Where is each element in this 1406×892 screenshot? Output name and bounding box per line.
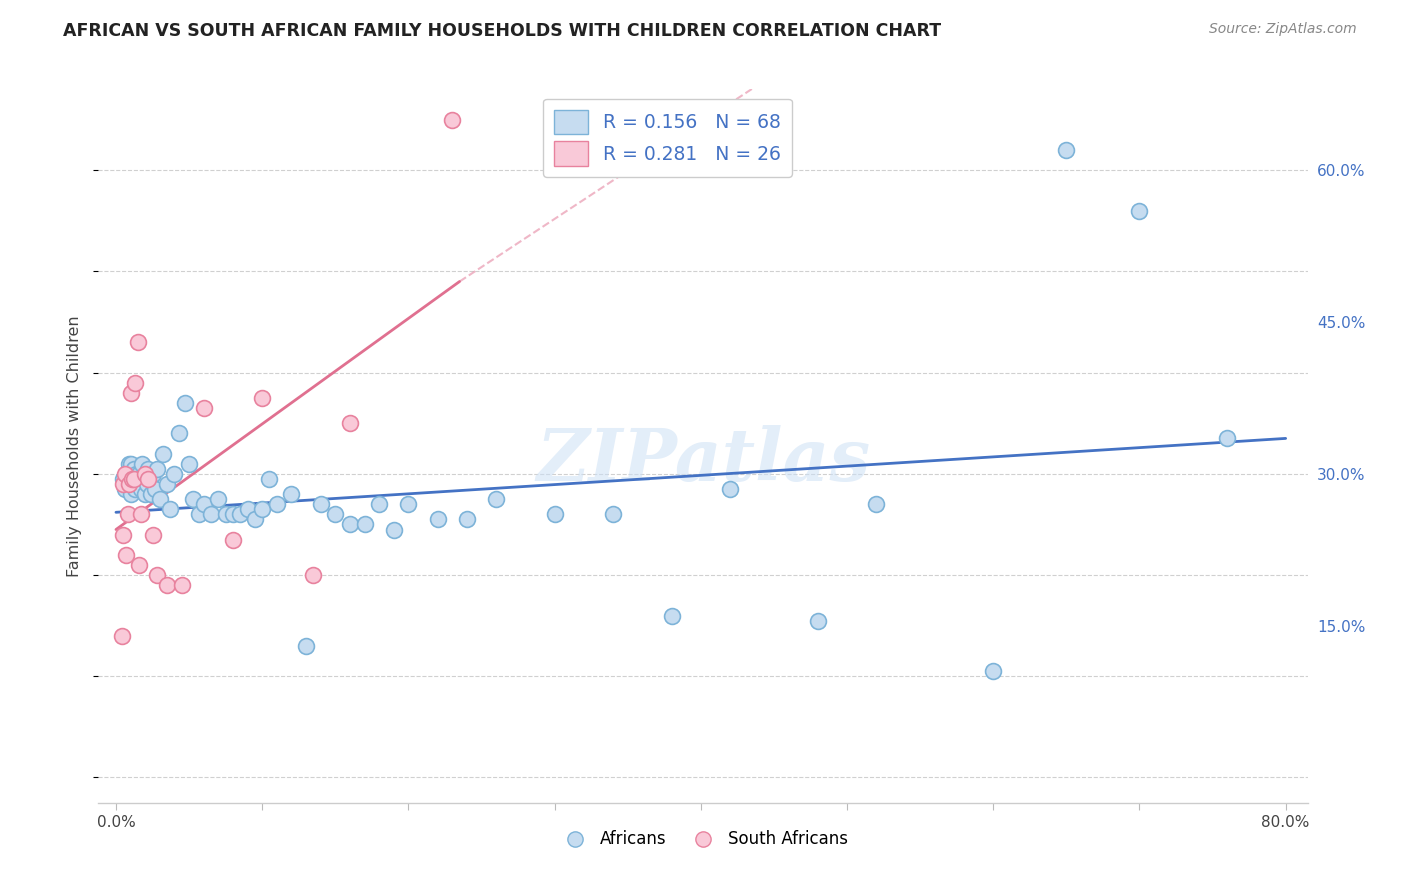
Point <box>129 482 152 496</box>
Point <box>353 517 375 532</box>
Point <box>865 497 887 511</box>
Text: Source: ZipAtlas.com: Source: ZipAtlas.com <box>1209 22 1357 37</box>
Point <box>485 492 508 507</box>
Point <box>981 664 1004 678</box>
Point <box>122 462 145 476</box>
Point <box>188 508 211 522</box>
Point <box>382 523 405 537</box>
Point <box>149 492 172 507</box>
Point <box>807 614 830 628</box>
Point <box>112 477 135 491</box>
Point <box>138 472 160 486</box>
Point <box>115 467 138 481</box>
Point <box>117 508 139 522</box>
Point <box>152 447 174 461</box>
Point <box>111 629 134 643</box>
Point <box>120 487 142 501</box>
Point <box>134 487 156 501</box>
Point <box>229 508 252 522</box>
Point <box>131 457 153 471</box>
Point <box>661 608 683 623</box>
Point <box>159 502 181 516</box>
Point <box>177 457 200 471</box>
Point <box>124 482 146 496</box>
Point <box>129 508 152 522</box>
Text: AFRICAN VS SOUTH AFRICAN FAMILY HOUSEHOLDS WITH CHILDREN CORRELATION CHART: AFRICAN VS SOUTH AFRICAN FAMILY HOUSEHOL… <box>63 22 942 40</box>
Point <box>136 472 159 486</box>
Point <box>128 467 150 481</box>
Point <box>1128 203 1150 218</box>
Point <box>339 416 361 430</box>
Point <box>122 472 145 486</box>
Point <box>1216 431 1239 445</box>
Point <box>718 482 741 496</box>
Point <box>222 533 245 547</box>
Point <box>146 568 169 582</box>
Legend: Africans, South Africans: Africans, South Africans <box>551 824 855 855</box>
Point <box>127 472 149 486</box>
Point <box>426 512 449 526</box>
Point <box>266 497 288 511</box>
Point <box>114 467 136 481</box>
Point <box>183 492 205 507</box>
Point <box>128 558 150 572</box>
Point <box>302 568 325 582</box>
Point <box>118 477 141 491</box>
Point <box>243 512 266 526</box>
Point <box>207 492 229 507</box>
Point <box>295 639 318 653</box>
Point <box>120 457 142 471</box>
Point <box>156 477 179 491</box>
Point <box>259 472 281 486</box>
Point <box>115 548 138 562</box>
Point <box>125 467 148 481</box>
Point <box>167 426 190 441</box>
Point <box>117 477 139 491</box>
Point <box>396 497 419 511</box>
Point <box>280 487 302 501</box>
Point <box>163 467 186 481</box>
Point <box>602 508 624 522</box>
Point <box>156 578 179 592</box>
Point <box>222 508 245 522</box>
Point <box>543 508 565 522</box>
Point <box>193 401 215 415</box>
Point <box>132 472 155 486</box>
Point <box>121 472 143 486</box>
Point <box>1054 143 1077 157</box>
Point <box>146 462 169 476</box>
Point <box>323 508 346 522</box>
Point <box>114 482 136 496</box>
Point <box>134 467 156 481</box>
Point <box>124 376 146 390</box>
Point <box>145 482 167 496</box>
Point <box>136 462 159 476</box>
Point <box>456 512 478 526</box>
Point <box>339 517 361 532</box>
Point <box>112 472 135 486</box>
Point <box>122 472 145 486</box>
Point <box>441 112 464 127</box>
Point <box>193 497 215 511</box>
Point <box>127 477 149 491</box>
Y-axis label: Family Households with Children: Family Households with Children <box>67 315 83 577</box>
Point <box>141 527 163 541</box>
Point <box>112 527 135 541</box>
Point <box>127 335 149 350</box>
Point <box>173 396 195 410</box>
Text: ZIPatlas: ZIPatlas <box>536 425 870 496</box>
Point <box>214 508 236 522</box>
Point <box>250 502 273 516</box>
Point <box>139 487 162 501</box>
Point <box>368 497 391 511</box>
Point <box>118 457 141 471</box>
Point <box>309 497 332 511</box>
Point <box>120 385 142 400</box>
Point <box>170 578 193 592</box>
Point <box>135 477 157 491</box>
Point <box>236 502 259 516</box>
Point <box>250 391 273 405</box>
Point <box>200 508 222 522</box>
Point <box>141 467 163 481</box>
